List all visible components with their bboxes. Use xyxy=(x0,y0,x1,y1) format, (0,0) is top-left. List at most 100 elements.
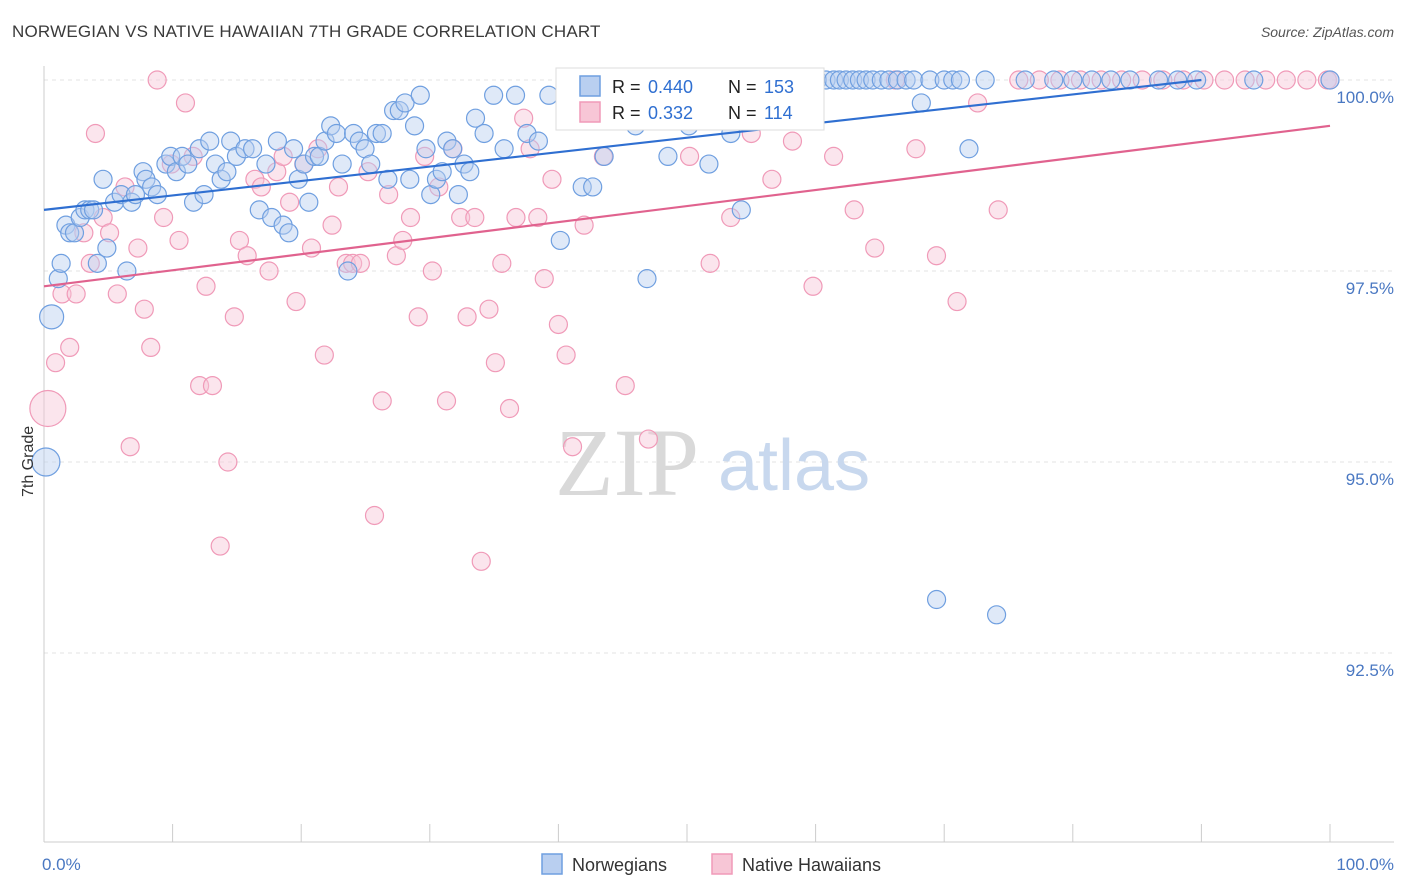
norwegian-point-146 xyxy=(1320,70,1340,90)
watermark-atlas: atlas xyxy=(718,426,870,506)
hawaiian-point-74 xyxy=(556,345,576,365)
hawaiian-point-95 xyxy=(968,93,988,113)
norwegian-point-143 xyxy=(1167,70,1188,90)
hawaiian-point-1 xyxy=(45,353,66,373)
norwegian-point-96 xyxy=(658,146,678,166)
series-norwegians-points xyxy=(31,70,1340,625)
hawaiian-point-0 xyxy=(29,389,67,428)
norwegian-point-53 xyxy=(326,123,347,144)
hawaiian-point-27 xyxy=(224,307,244,327)
norwegian-point-82 xyxy=(505,85,526,105)
hawaiian-point-71 xyxy=(534,269,554,289)
norwegian-point-19 xyxy=(133,162,153,182)
norwegian-point-131 xyxy=(943,70,963,90)
norwegian-point-15 xyxy=(111,185,131,205)
hawaiian-point-86 xyxy=(782,131,803,151)
hawaiian-point-83 xyxy=(721,207,741,228)
hawaiian-point-79 xyxy=(638,429,659,449)
y-tick-label-2: 95.0% xyxy=(1346,470,1394,489)
hawaiian-point-81 xyxy=(679,146,700,166)
norwegian-point-75 xyxy=(448,185,468,205)
stats-r-label-0: R = xyxy=(612,77,641,97)
hawaiian-point-53 xyxy=(408,307,428,327)
norwegian-point-29 xyxy=(189,139,209,159)
norwegian-point-41 xyxy=(262,207,282,228)
hawaiian-point-97 xyxy=(1009,70,1029,90)
norwegian-point-122 xyxy=(871,70,891,90)
hawaiian-point-78 xyxy=(615,376,635,396)
norwegian-point-103 xyxy=(731,200,751,220)
norwegian-point-117 xyxy=(836,70,856,90)
norwegian-point-74 xyxy=(443,139,463,159)
hawaiian-point-42 xyxy=(328,177,349,197)
norwegian-point-49 xyxy=(304,146,325,166)
stats-n-value-0: 153 xyxy=(764,77,794,97)
norwegian-point-63 xyxy=(384,100,404,121)
norwegian-point-59 xyxy=(361,154,381,174)
norwegian-point-1 xyxy=(39,304,65,330)
hawaiian-point-20 xyxy=(175,93,196,113)
stats-n-value-1: 114 xyxy=(764,103,793,123)
hawaiian-point-75 xyxy=(562,437,583,457)
norwegian-point-66 xyxy=(400,169,420,189)
norwegian-point-27 xyxy=(178,154,198,174)
hawaiian-point-36 xyxy=(286,291,306,312)
norwegian-point-30 xyxy=(194,185,214,205)
hawaiian-point-56 xyxy=(429,177,449,197)
hawaiian-point-61 xyxy=(465,207,485,228)
norwegian-point-55 xyxy=(338,261,358,281)
hawaiian-point-90 xyxy=(865,238,885,258)
norwegian-point-81 xyxy=(494,139,514,159)
hawaiian-point-43 xyxy=(336,253,356,273)
hawaiian-point-15 xyxy=(141,337,161,357)
norwegian-point-100 xyxy=(699,154,719,174)
hawaiian-point-49 xyxy=(379,185,399,205)
y-tick-label-0: 100.0% xyxy=(1336,88,1394,107)
norwegian-point-89 xyxy=(583,177,603,197)
trend-lines xyxy=(43,78,1331,288)
hawaiian-point-98 xyxy=(1029,70,1049,90)
hawaiian-point-3 xyxy=(60,337,80,357)
hawaiian-point-54 xyxy=(415,146,435,166)
y-axis-label: 7th Grade xyxy=(20,426,37,497)
hawaiian-point-47 xyxy=(364,505,385,526)
source-label: Source: ZipAtlas.com xyxy=(1260,24,1394,40)
hawaiian-point-107 xyxy=(1214,70,1235,90)
norwegian-point-126 xyxy=(904,70,924,90)
hawaiian-point-89 xyxy=(844,200,864,220)
hawaiian-point-24 xyxy=(202,376,223,396)
hawaiian-point-14 xyxy=(134,299,154,319)
norwegian-point-45 xyxy=(283,139,304,159)
hawaiian-point-110 xyxy=(1276,70,1296,90)
legend-swatch-hawaiians xyxy=(711,853,733,875)
hawaiian-point-85 xyxy=(762,169,782,189)
series-legend: Norwegians Native Hawaiians xyxy=(541,853,881,875)
hawaiian-point-72 xyxy=(542,169,562,189)
norwegian-point-69 xyxy=(416,139,436,159)
hawaiian-point-52 xyxy=(400,207,421,228)
norwegian-point-77 xyxy=(460,162,480,182)
hawaiian-point-88 xyxy=(824,146,844,166)
hawaiian-point-94 xyxy=(947,291,967,312)
y-tick-label-1: 97.5% xyxy=(1346,279,1394,298)
norwegian-point-88 xyxy=(572,177,592,197)
hawaiian-point-23 xyxy=(196,276,216,296)
hawaiian-point-4 xyxy=(66,284,86,304)
hawaiian-point-67 xyxy=(506,207,526,228)
stats-legend-swatch-hawaiians xyxy=(579,101,601,123)
norwegian-point-31 xyxy=(200,131,220,151)
legend-label-hawaiians: Native Hawaiians xyxy=(742,855,881,875)
hawaiian-point-9 xyxy=(99,223,120,243)
hawaiian-point-48 xyxy=(372,391,392,411)
norwegian-point-86 xyxy=(550,230,570,251)
hawaiian-point-62 xyxy=(471,551,491,571)
norwegian-point-34 xyxy=(217,162,237,182)
norwegian-point-79 xyxy=(474,123,494,144)
norwegian-point-5 xyxy=(60,223,80,243)
x-tick-label-min: 0.0% xyxy=(42,855,81,874)
hawaiian-point-63 xyxy=(479,299,499,319)
legend-label-norwegians: Norwegians xyxy=(572,855,667,875)
trendline-norwegians xyxy=(43,78,1202,211)
hawaiian-point-68 xyxy=(514,108,534,128)
hawaiian-point-70 xyxy=(528,207,548,228)
